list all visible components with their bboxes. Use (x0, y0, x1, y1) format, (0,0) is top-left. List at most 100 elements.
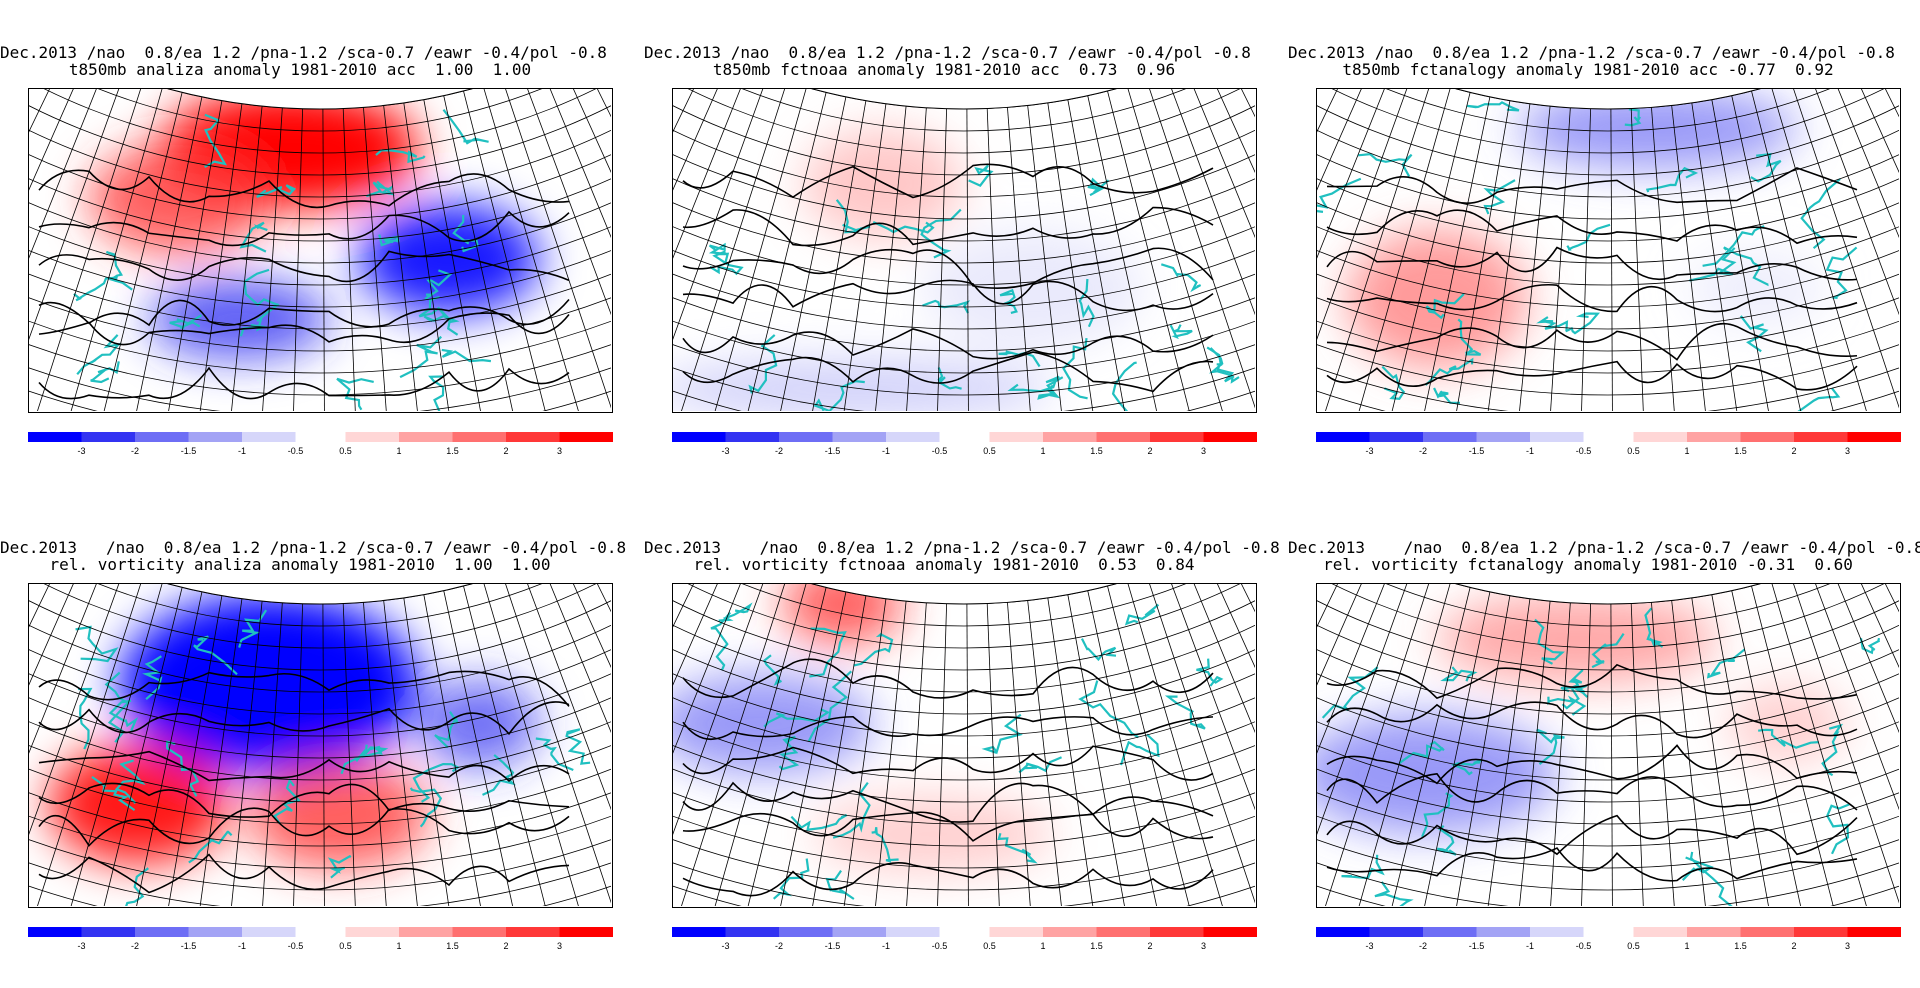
colorbar-segment (1847, 927, 1901, 937)
coastline (1018, 756, 1062, 774)
colorbar-segment (345, 927, 399, 937)
colorbar-tick-label: 3 (1845, 446, 1850, 456)
colorbar-tick-label: -0.5 (932, 446, 948, 456)
colorbar-tick-label: -0.5 (932, 941, 948, 951)
panel-title-line1: Dec.2013 /nao 0.8/ea 1.2 /pna-1.2 /sca-0… (644, 43, 1251, 62)
coastline (981, 713, 1023, 755)
coastline (76, 334, 122, 376)
colorbar-segment (886, 432, 940, 442)
coastline (1645, 166, 1699, 193)
colorbar-tick-label: -3 (77, 446, 85, 456)
coastline (78, 687, 93, 750)
coastline (424, 269, 453, 300)
colorbar-tick-label: -1 (238, 941, 246, 951)
colorbar-segment (135, 927, 189, 937)
colorbar-tick-label: 2 (503, 446, 508, 456)
colorbar-segment (242, 927, 296, 937)
coastline (1826, 803, 1850, 855)
colorbar-segment (1316, 927, 1370, 937)
colorbar-segment (1740, 927, 1794, 937)
coastline (442, 109, 489, 145)
colorbar-tick-label: -2 (1419, 446, 1427, 456)
coastline (1169, 324, 1193, 340)
coastline (853, 632, 894, 667)
colorbar-tick-label: -2 (775, 941, 783, 951)
coastline (813, 379, 865, 411)
colorbar-segment (1369, 927, 1423, 937)
coastline (710, 611, 732, 671)
anomaly-map (1316, 583, 1901, 908)
colorbar-segment (559, 927, 613, 937)
anomaly-region (359, 204, 539, 314)
colorbar-tick-label: 1.5 (446, 941, 459, 951)
coastline (1560, 684, 1589, 698)
coastline (1739, 315, 1769, 353)
colorbar-tick-label: 1 (1040, 446, 1045, 456)
colorbar-segment (81, 927, 135, 937)
coastline (1381, 365, 1406, 400)
coastline (1425, 293, 1465, 320)
coastline (239, 221, 268, 253)
panel-title-line1: Dec.2013 /nao 0.8/ea 1.2 /pna-1.2 /sca-0… (1288, 43, 1895, 62)
coastline (1723, 246, 1769, 287)
coastline (535, 737, 574, 772)
panel-title-line2: t850mb fctanalogy anomaly 1981-2010 acc … (1342, 60, 1834, 79)
coastline (999, 288, 1018, 314)
coastline (1758, 728, 1819, 749)
coastline (166, 740, 200, 797)
colorbar-tick-label: -3 (1365, 941, 1373, 951)
coastline (1433, 387, 1460, 404)
colorbar-tick-label: -1 (882, 941, 890, 951)
colorbar-segment (1530, 927, 1584, 937)
panel-title-line1: Dec.2013 /nao 0.8/ea 1.2 /pna-1.2 /sca-0… (644, 538, 1280, 557)
colorbar-segment (989, 432, 1043, 442)
colorbar: -3 -2 -1.5 -1 -0.5 0.5 1 1.5 2 3 (1316, 927, 1901, 951)
anomaly-map (1316, 88, 1901, 413)
coastline (169, 314, 203, 329)
colorbar-tick-label: -2 (131, 941, 139, 951)
colorbar-segment (672, 432, 726, 442)
colorbar-segment (1043, 432, 1097, 442)
coastline (997, 832, 1038, 864)
colorbar-segment (1369, 432, 1423, 442)
coastline (1196, 658, 1224, 687)
colorbar-segment (725, 432, 779, 442)
colorbar-tick-label: 3 (1201, 941, 1206, 951)
coastline (482, 754, 516, 796)
anomaly-region (1317, 714, 1557, 834)
map-svg (673, 89, 1255, 411)
colorbar-tick-label: -3 (1365, 446, 1373, 456)
coastline (709, 250, 744, 276)
colorbar-segment (1847, 432, 1901, 442)
colorbar-tick-label: 1.5 (1090, 941, 1103, 951)
coastline (1436, 824, 1457, 856)
map-panel-t850-fctanalogy: Dec.2013 /nao 0.8/ea 1.2 /pna-1.2 /sca-0… (1288, 0, 1901, 470)
colorbar-segment (399, 432, 453, 442)
coastline (355, 744, 389, 762)
coastline (1591, 632, 1625, 669)
colorbar-segment (1633, 432, 1687, 442)
colorbar-segment (242, 432, 296, 442)
panel-title-line2: rel. vorticity fctnoaa anomaly 1981-2010… (693, 555, 1195, 574)
colorbar-segment (506, 927, 560, 937)
anomaly-region (673, 674, 873, 774)
colorbar-segment (989, 927, 1043, 937)
colorbar-tick-label: -1.5 (1469, 941, 1485, 951)
colorbar-segment (1687, 927, 1741, 937)
colorbar-segment (452, 927, 506, 937)
colorbar-tick-label: 1.5 (1734, 941, 1747, 951)
coastline (1450, 758, 1483, 776)
colorbar-tick-label: -3 (721, 446, 729, 456)
map-svg (29, 89, 611, 411)
colorbar-segment (1203, 927, 1257, 937)
colorbar-tick-label: 1 (1684, 941, 1689, 951)
colorbar-segment (779, 927, 833, 937)
map-panel-t850-analiza: Dec.2013 /nao 0.8/ea 1.2 /pna-1.2 /sca-0… (0, 0, 613, 470)
colorbar-segment (1423, 927, 1477, 937)
colorbar-segment (1687, 432, 1741, 442)
colorbar-tick-label: 1 (1684, 446, 1689, 456)
colorbar-tick-label: -1 (1526, 941, 1534, 951)
coastline (1561, 669, 1584, 710)
colorbar: -3 -2 -1.5 -1 -0.5 0.5 1 1.5 2 3 (28, 927, 613, 951)
map-svg (1317, 584, 1899, 906)
